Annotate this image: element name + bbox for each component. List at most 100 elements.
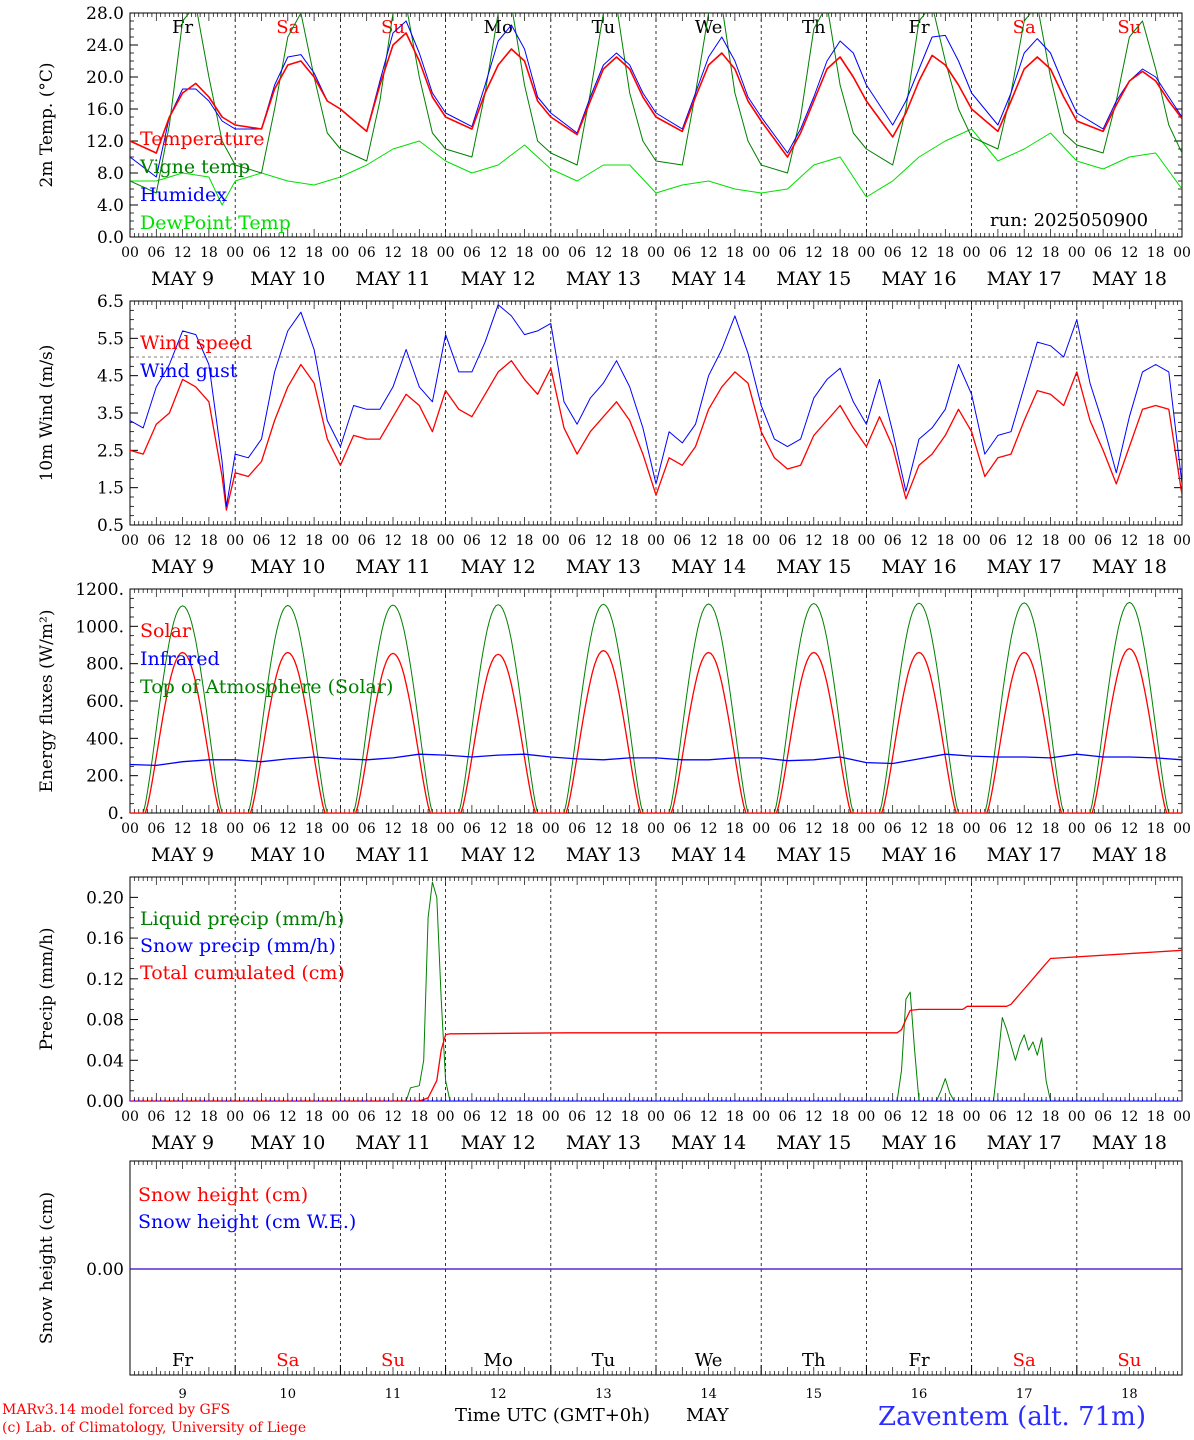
hour-tick-label: 12 — [1120, 1109, 1138, 1125]
y-axis-title: Energy fluxes (W/m²) — [37, 610, 57, 793]
y-tick-label: 0. — [108, 804, 124, 824]
hour-tick-label: 06 — [147, 821, 165, 837]
y-axis-title: 2m Temp. (°C) — [37, 62, 57, 187]
series-top-of-atmosphere — [130, 601, 1182, 813]
hour-tick-label: 18 — [305, 533, 323, 549]
hour-tick-label: 12 — [910, 821, 928, 837]
day-name-label: Fr — [172, 17, 193, 38]
hour-tick-label: 00 — [963, 533, 981, 549]
hour-tick-label: 00 — [752, 533, 770, 549]
date-label: MAY 15 — [776, 556, 851, 578]
hour-tick-label: 06 — [989, 821, 1007, 837]
hour-tick-label: 00 — [542, 1109, 560, 1125]
hour-tick-label: 06 — [568, 245, 586, 261]
y-tick-label: 0.08 — [86, 1011, 124, 1031]
y-tick-label: 2.5 — [97, 441, 124, 461]
hour-tick-label: 06 — [147, 533, 165, 549]
hour-tick-label: 00 — [226, 245, 244, 261]
day-number-label: 12 — [490, 1387, 507, 1402]
hour-tick-label: 00 — [963, 245, 981, 261]
panel-snow: 0.00 Snow height (cm) Snow height (cm) Snow… — [37, 1160, 1183, 1402]
day-number-label: 17 — [1016, 1387, 1033, 1402]
y-tick-label: 5.5 — [97, 329, 124, 349]
date-label: MAY 17 — [987, 1132, 1062, 1154]
hour-tick-label: 18 — [516, 821, 534, 837]
hour-tick-label: 06 — [989, 533, 1007, 549]
hour-tick-label: 12 — [910, 1109, 928, 1125]
hour-tick-label: 18 — [200, 821, 218, 837]
hour-tick-label: 06 — [884, 1109, 902, 1125]
x-axis-month: MAY — [686, 1405, 729, 1426]
hour-tick-label: 06 — [779, 245, 797, 261]
hour-tick-label: 18 — [1042, 533, 1060, 549]
hour-tick-label: 12 — [594, 533, 612, 549]
model-credit: MARv3.14 model forced by GFS — [2, 1402, 231, 1418]
hour-tick-label: 18 — [621, 1109, 639, 1125]
hour-tick-label: 00 — [857, 245, 875, 261]
hour-tick-label: 06 — [568, 821, 586, 837]
hour-tick-label: 18 — [831, 533, 849, 549]
day-name-label: We — [695, 1350, 723, 1371]
y-tick-label: 24.0 — [86, 36, 124, 56]
day-number-label: 11 — [385, 1387, 402, 1402]
day-number-label: 14 — [700, 1387, 717, 1402]
y-tick-label: 0.12 — [86, 970, 124, 990]
date-label: MAY 11 — [355, 556, 430, 578]
hour-tick-label: 18 — [831, 1109, 849, 1125]
hour-tick-label: 06 — [1094, 1109, 1112, 1125]
hour-tick-label: 00 — [1173, 245, 1191, 261]
series-group — [130, 601, 1182, 813]
hour-tick-label: 00 — [647, 821, 665, 837]
hour-tick-label: 00 — [647, 533, 665, 549]
hour-tick-label: 00 — [542, 821, 560, 837]
hour-tick-label: 18 — [936, 245, 954, 261]
hour-tick-label: 12 — [384, 533, 402, 549]
hour-tick-label: 06 — [463, 245, 481, 261]
day-name-label: Sa — [276, 17, 299, 38]
hour-tick-label: 18 — [1042, 1109, 1060, 1125]
day-number-label: 10 — [280, 1387, 297, 1402]
date-label: MAY 16 — [881, 268, 956, 290]
hour-tick-label: 18 — [936, 821, 954, 837]
hour-tick-label: 12 — [1015, 533, 1033, 549]
hour-tick-label: 12 — [805, 245, 823, 261]
date-label: MAY 9 — [151, 1132, 214, 1154]
hour-tick-label: 12 — [1120, 533, 1138, 549]
hour-tick-label: 00 — [226, 821, 244, 837]
day-name-label: Tu — [592, 17, 616, 38]
hour-tick-label: 06 — [673, 1109, 691, 1125]
date-label: MAY 12 — [461, 844, 536, 866]
hour-tick-label: 18 — [305, 821, 323, 837]
hour-tick-label: 00 — [752, 1109, 770, 1125]
day-name-label: Th — [802, 1350, 826, 1371]
panel-frame — [129, 300, 1183, 526]
hour-tick-label: 06 — [989, 245, 1007, 261]
hour-tick-label: 00 — [331, 533, 349, 549]
hour-tick-label: 00 — [1068, 821, 1086, 837]
x-axis-label: Time UTC (GMT+0h) — [455, 1405, 650, 1426]
hour-tick-label: 06 — [884, 821, 902, 837]
hour-tick-label: 12 — [279, 821, 297, 837]
hour-tick-label: 06 — [253, 245, 271, 261]
panel-precip: 0.00 0.04 0.08 0.12 0.16 0.20 Precip (mm/h) 00 0… — [37, 876, 1191, 1154]
date-label: MAY 18 — [1092, 268, 1167, 290]
hour-tick-label: 18 — [1042, 245, 1060, 261]
day-name-label: Su — [1117, 17, 1141, 38]
hour-tick-label: 12 — [1120, 245, 1138, 261]
day-name-label: Fr — [172, 1350, 193, 1371]
hour-tick-label: 18 — [305, 1109, 323, 1125]
y-tick-label: 12.0 — [86, 132, 124, 152]
y-tick-label: 400. — [86, 729, 124, 749]
day-name-label: Mo — [484, 1350, 513, 1371]
hour-tick-label: 12 — [594, 821, 612, 837]
day-number-label: 15 — [806, 1387, 823, 1402]
hour-tick-label: 06 — [884, 245, 902, 261]
hour-tick-label: 00 — [857, 533, 875, 549]
hour-tick-label: 12 — [384, 245, 402, 261]
date-label: MAY 13 — [566, 268, 641, 290]
date-label: MAY 10 — [250, 556, 325, 578]
legend-snow-precip-mm-h: Snow precip (mm/h) — [140, 935, 336, 957]
day-name-label: Tu — [592, 1350, 616, 1371]
hour-tick-label: 18 — [726, 533, 744, 549]
hour-tick-label: 00 — [752, 821, 770, 837]
